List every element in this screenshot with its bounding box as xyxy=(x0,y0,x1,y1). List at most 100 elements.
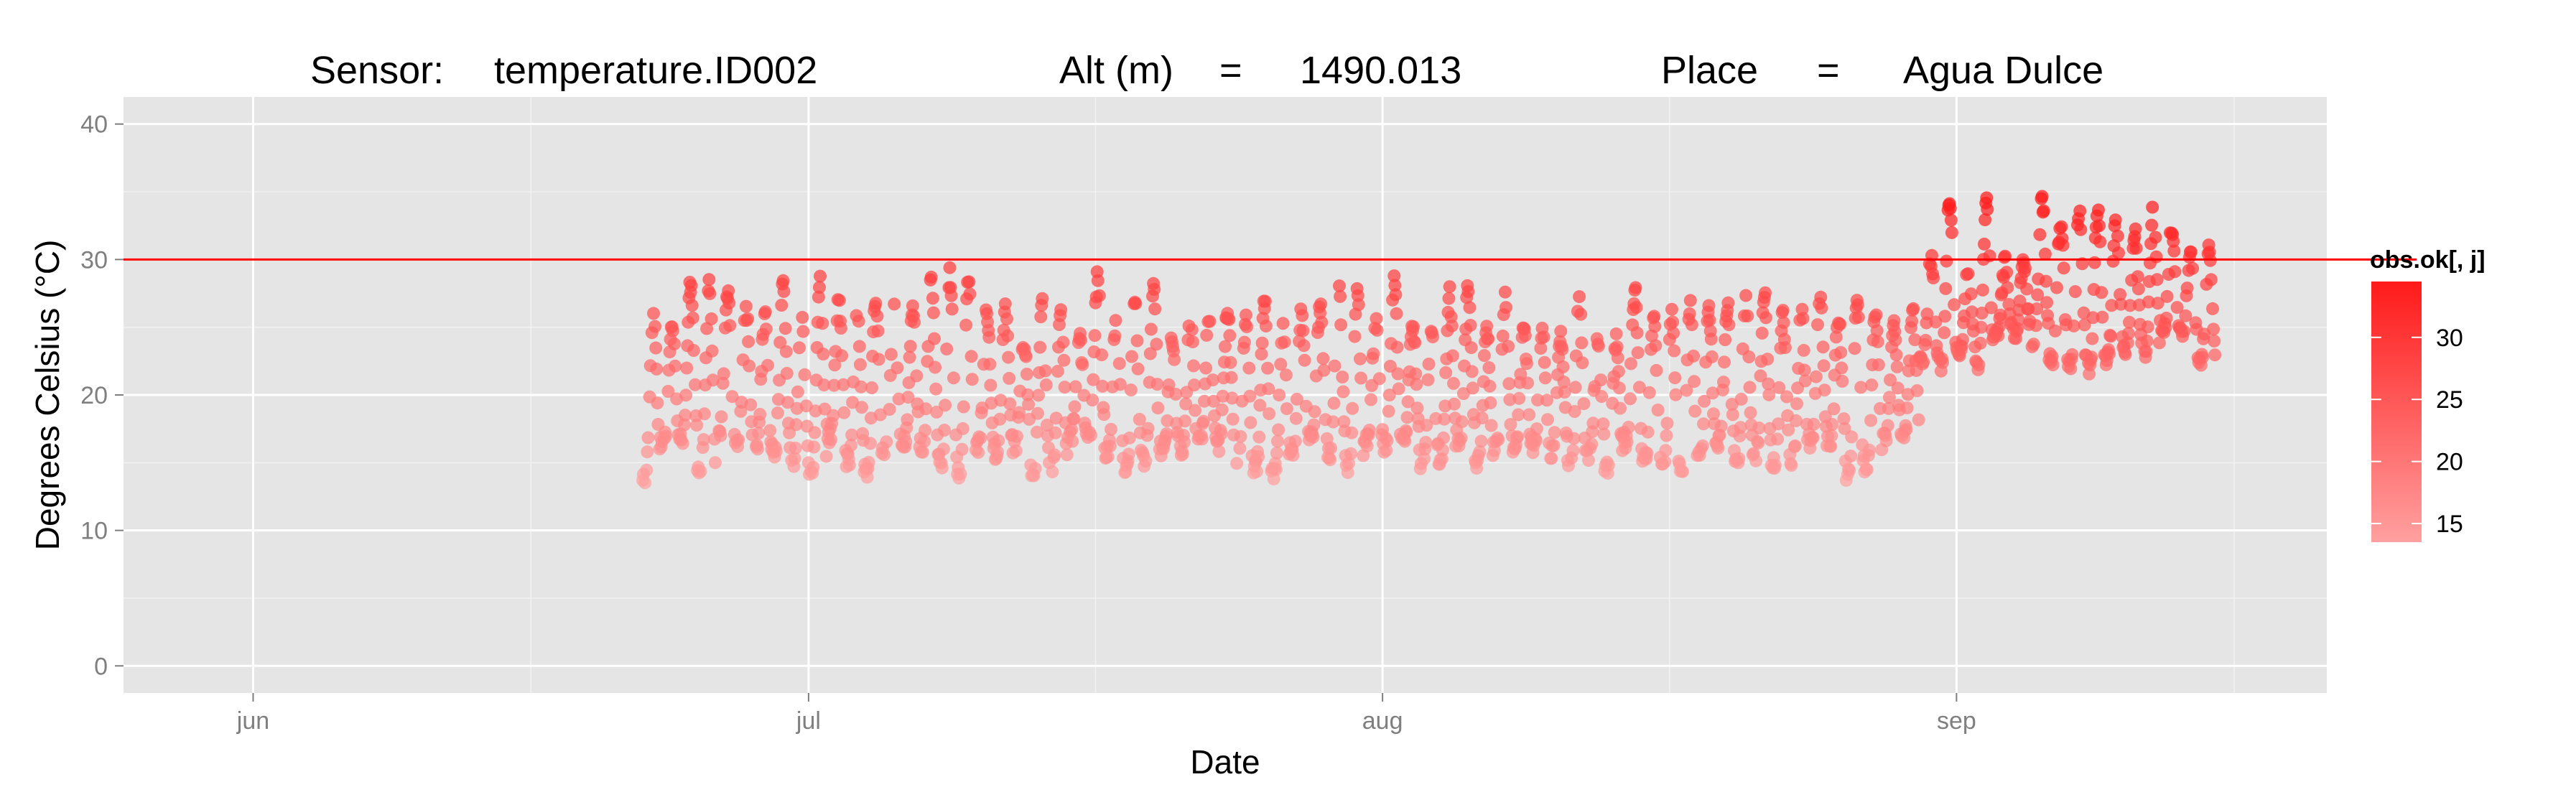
data-point xyxy=(1620,435,1634,449)
data-point xyxy=(2124,299,2137,312)
data-point xyxy=(1477,349,1491,363)
data-point xyxy=(1096,379,1110,393)
data-point xyxy=(1030,425,1043,439)
data-point xyxy=(1531,394,1545,406)
data-point xyxy=(1556,360,1570,373)
data-point xyxy=(1066,434,1079,448)
data-point xyxy=(816,317,829,330)
data-point xyxy=(2141,320,2154,334)
data-point xyxy=(852,315,865,328)
data-point xyxy=(678,418,691,432)
data-point xyxy=(1869,308,1883,322)
data-point xyxy=(1688,404,1702,418)
data-point xyxy=(1683,307,1696,320)
data-point xyxy=(1003,397,1017,411)
data-point xyxy=(1095,348,1109,362)
data-point xyxy=(929,382,943,396)
data-point xyxy=(1036,292,1049,305)
data-point xyxy=(723,319,737,332)
data-point xyxy=(1230,457,1244,470)
data-point xyxy=(722,296,736,310)
data-point xyxy=(1788,439,1802,452)
data-point xyxy=(2074,223,2088,236)
data-point xyxy=(2031,288,2045,302)
data-point xyxy=(1496,329,1510,343)
data-point xyxy=(1576,356,1589,370)
data-point xyxy=(2151,297,2165,310)
data-point xyxy=(640,463,654,477)
data-point xyxy=(1772,417,1785,431)
data-point xyxy=(1483,379,1497,393)
data-point xyxy=(855,380,868,394)
data-point xyxy=(983,358,997,371)
data-point xyxy=(926,292,939,305)
data-point xyxy=(1148,302,1162,316)
data-point xyxy=(1749,454,1763,467)
data-point xyxy=(1443,280,1456,294)
data-point xyxy=(1439,366,1453,379)
data-point xyxy=(1315,315,1329,329)
data-point xyxy=(1370,312,1383,325)
data-point xyxy=(1455,415,1469,429)
data-point xyxy=(944,289,958,302)
data-point xyxy=(1446,349,1459,363)
data-point xyxy=(1577,397,1591,411)
data-point xyxy=(2027,338,2040,351)
data-point xyxy=(1980,191,1994,205)
data-point xyxy=(771,406,784,420)
data-point xyxy=(697,433,710,447)
title-sensor-value: temperature.ID002 xyxy=(494,49,817,92)
data-point xyxy=(2019,261,2032,275)
data-point xyxy=(1718,355,1731,369)
grid-minor xyxy=(124,97,2327,693)
data-point xyxy=(1650,363,1663,377)
data-point xyxy=(2096,310,2109,324)
data-point xyxy=(1936,355,1949,369)
data-point xyxy=(1390,307,1403,320)
data-point xyxy=(992,434,1005,447)
data-point xyxy=(739,299,753,313)
data-point xyxy=(1352,298,1365,312)
data-point xyxy=(1964,287,1978,301)
data-point xyxy=(972,446,985,460)
y-tick-label: 30 xyxy=(80,246,108,274)
data-point xyxy=(793,341,806,355)
data-point xyxy=(1109,314,1122,327)
data-point xyxy=(1929,315,1943,329)
data-point xyxy=(1848,342,1861,355)
data-point xyxy=(1344,447,1358,460)
data-point xyxy=(1392,382,1405,396)
data-point xyxy=(753,408,767,421)
data-point xyxy=(1206,373,1219,387)
data-point xyxy=(1597,427,1611,441)
data-point xyxy=(1910,384,1924,397)
data-point xyxy=(1150,378,1164,391)
data-point xyxy=(1900,423,1913,437)
data-point xyxy=(759,322,773,336)
data-point xyxy=(918,434,931,448)
data-point xyxy=(1466,381,1479,395)
data-point xyxy=(1271,434,1284,448)
data-point xyxy=(1538,355,1551,369)
data-point xyxy=(1687,349,1701,363)
data-point xyxy=(1390,340,1404,354)
data-point xyxy=(1594,373,1608,387)
data-point xyxy=(1978,237,1991,251)
data-point xyxy=(1844,450,1858,463)
data-point xyxy=(827,409,840,422)
data-point xyxy=(1420,419,1433,432)
data-point xyxy=(2140,334,2154,348)
data-point xyxy=(1034,310,1048,324)
data-point xyxy=(2040,296,2054,310)
data-point xyxy=(888,297,901,311)
data-point xyxy=(1419,436,1433,449)
data-point xyxy=(705,344,719,358)
data-point xyxy=(862,455,875,469)
data-point xyxy=(1076,358,1089,371)
data-point xyxy=(1777,316,1790,330)
data-point xyxy=(1370,323,1384,337)
x-tick-label: aug xyxy=(1362,707,1403,735)
data-point xyxy=(1851,298,1864,312)
data-point xyxy=(1705,350,1719,363)
data-point xyxy=(884,348,898,361)
